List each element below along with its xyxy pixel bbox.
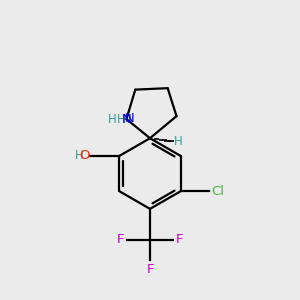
Text: H: H [117,112,125,126]
Text: F: F [175,233,183,246]
Text: Cl: Cl [211,185,224,198]
Text: N: N [122,112,131,126]
Text: N: N [125,112,135,125]
Text: O: O [80,149,90,162]
Text: F: F [146,263,154,276]
Text: H: H [75,149,83,162]
Text: H: H [107,112,116,126]
Text: F: F [117,233,125,246]
Text: H: H [174,135,182,148]
